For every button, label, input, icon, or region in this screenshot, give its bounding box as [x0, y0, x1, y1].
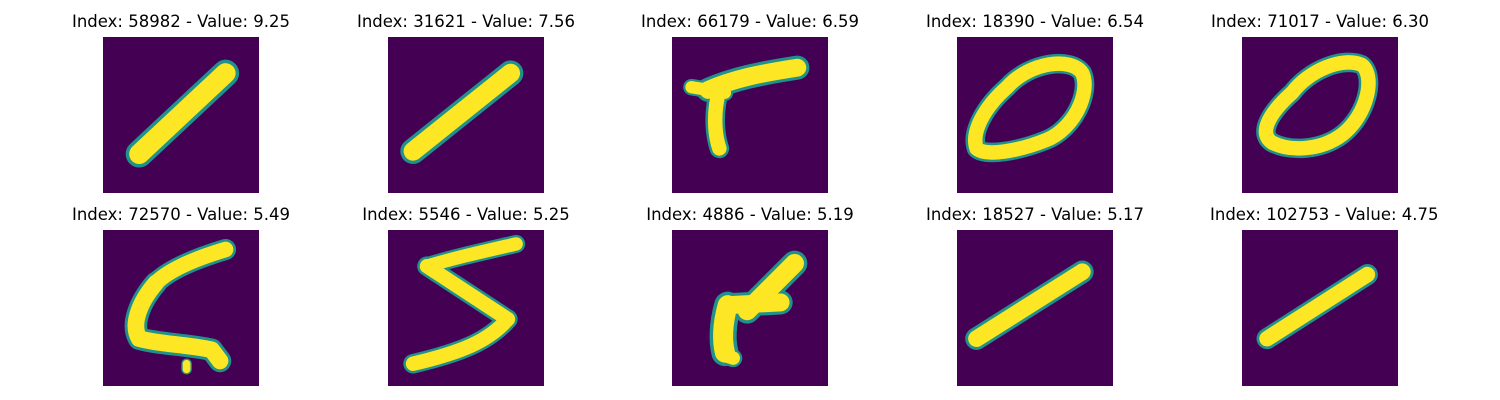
- panel-title: Index: 5546 - Value: 5.25: [362, 205, 570, 224]
- panel-8: Index: 4886 - Value: 5.19: [640, 203, 860, 388]
- digit-image: [957, 37, 1113, 193]
- digit-image: [388, 230, 544, 386]
- digit-image: [672, 37, 828, 193]
- panel-title: Index: 31621 - Value: 7.56: [356, 12, 575, 31]
- panel-title: Index: 66179 - Value: 6.59: [640, 12, 859, 31]
- digit-stroke: [419, 258, 516, 327]
- digit-stroke: [718, 348, 740, 365]
- digit-image: [1242, 37, 1398, 193]
- panel-1: Index: 58982 - Value: 9.25: [71, 10, 291, 195]
- digit-stroke: [685, 81, 732, 99]
- digit-stroke: [713, 295, 738, 363]
- digit-stroke: [403, 63, 521, 161]
- digit-image: [957, 230, 1113, 386]
- digit-stroke: [405, 311, 516, 371]
- panel-title: Index: 72570 - Value: 5.49: [71, 205, 290, 224]
- digit-image: [672, 230, 828, 386]
- panel-title: Index: 18527 - Value: 5.17: [925, 205, 1144, 224]
- panel-title: Index: 102753 - Value: 4.75: [1210, 205, 1439, 224]
- digit-stroke: [129, 63, 236, 165]
- digit-stroke: [707, 82, 727, 156]
- digit-image: [103, 37, 259, 193]
- digit-image: [1242, 230, 1398, 386]
- digit-stroke: [1258, 55, 1376, 156]
- digit-stroke: [127, 274, 229, 370]
- image-background: [103, 230, 259, 386]
- digit-stroke: [968, 263, 1091, 347]
- panel-7: Index: 5546 - Value: 5.25: [356, 203, 576, 388]
- panel-title: Index: 71017 - Value: 6.30: [1210, 12, 1429, 31]
- panel-title: Index: 4886 - Value: 5.19: [646, 205, 854, 224]
- panel-5: Index: 71017 - Value: 6.30: [1210, 10, 1430, 195]
- panel-3: Index: 66179 - Value: 6.59: [640, 10, 860, 195]
- panel-4: Index: 18390 - Value: 6.54: [925, 10, 1145, 195]
- panel-10: Index: 102753 - Value: 4.75: [1210, 203, 1439, 388]
- panel-2: Index: 31621 - Value: 7.56: [356, 10, 576, 195]
- digit-image: [103, 230, 259, 386]
- panel-title: Index: 18390 - Value: 6.54: [925, 12, 1144, 31]
- digit-image: [388, 37, 544, 193]
- panel-6: Index: 72570 - Value: 5.49: [71, 203, 291, 388]
- digit-stroke: [968, 56, 1092, 160]
- panel-9: Index: 18527 - Value: 5.17: [925, 203, 1145, 388]
- panel-title: Index: 58982 - Value: 9.25: [71, 12, 290, 31]
- digit-stroke: [1259, 266, 1376, 347]
